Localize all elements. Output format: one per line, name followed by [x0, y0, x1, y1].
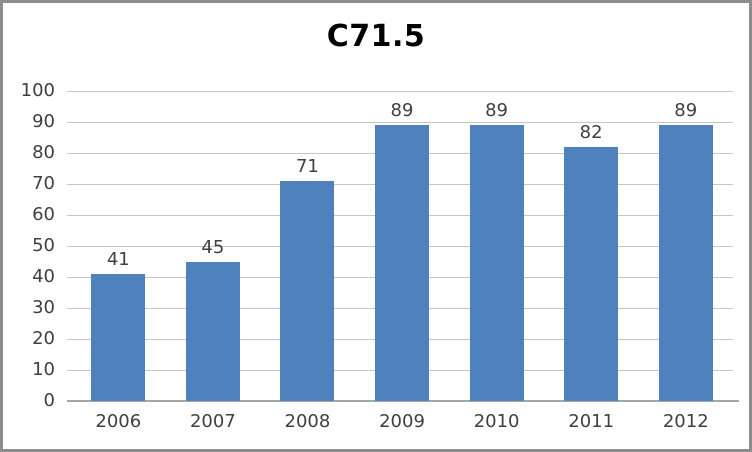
bar-value-label: 45	[201, 236, 225, 258]
x-axis-label: 2011	[568, 411, 615, 432]
bar-value-label: 82	[579, 121, 603, 143]
y-axis-tick-label: 100	[20, 80, 55, 101]
y-axis-tick-label: 60	[32, 204, 55, 225]
x-axis-label: 2012	[662, 411, 709, 432]
x-axis-label: 2009	[379, 411, 425, 432]
y-axis-tick-label: 0	[43, 390, 55, 411]
y-axis-tick-label: 40	[32, 266, 55, 287]
x-axis-label: 2006	[95, 411, 142, 432]
bar-2007	[185, 261, 240, 401]
plot-area: 41 45 71 89 89 82 89	[67, 90, 739, 402]
y-axis-tick-label: 70	[32, 173, 55, 194]
x-axis-label: 2008	[284, 411, 331, 432]
x-axis-label: 2010	[473, 411, 520, 432]
gridline	[67, 90, 733, 92]
bar-value-label: 71	[295, 155, 319, 177]
chart-title: C71.5	[326, 19, 426, 54]
y-axis-tick-label: 80	[32, 142, 55, 163]
x-axis-line	[67, 400, 739, 402]
y-axis-tick-label: 50	[32, 235, 55, 256]
x-axis: 2006 2007 2008 2009 2010 2011 2012	[71, 411, 733, 432]
bar-value-label: 41	[106, 248, 130, 270]
y-axis-tick-label: 30	[32, 297, 55, 318]
bar-2010	[469, 125, 524, 401]
y-axis-tick-label: 20	[32, 328, 55, 349]
bar-value-label: 89	[674, 100, 698, 122]
bar-value-label: 89	[485, 100, 509, 122]
bar-2009	[375, 125, 429, 401]
bar-2012	[658, 125, 713, 401]
bar-2011	[564, 146, 619, 401]
bar-value-label: 89	[390, 100, 414, 122]
gridline	[67, 121, 733, 123]
x-axis-label: 2007	[189, 411, 236, 432]
bar-2008	[280, 180, 335, 401]
y-axis-tick-label: 90	[32, 111, 55, 132]
y-axis: 0 10 20 30 40 50 60 70 80 90 100	[3, 82, 61, 410]
y-axis-tick-label: 10	[32, 359, 55, 380]
bar-2006	[91, 273, 146, 401]
